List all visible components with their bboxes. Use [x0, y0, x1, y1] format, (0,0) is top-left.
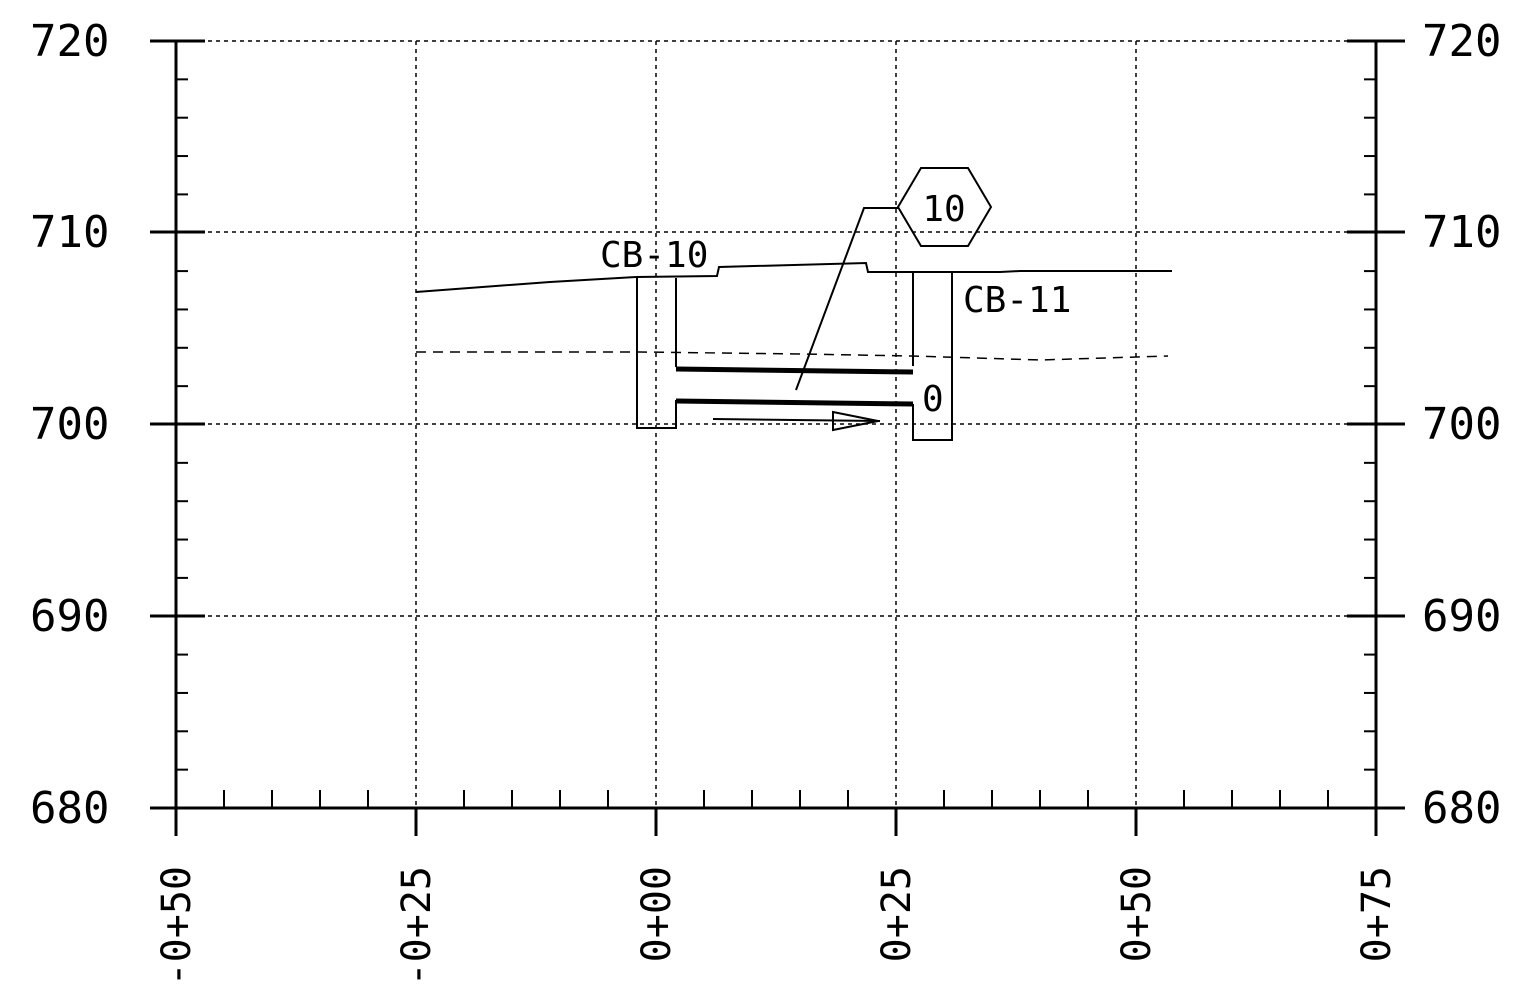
station-label-0-25: 0+25 — [874, 866, 920, 962]
elev-label-690-right: 690 — [1422, 591, 1501, 642]
elev-label-700: 700 — [30, 399, 109, 450]
minor-ticks — [176, 78, 1376, 808]
flow-arrow — [712, 410, 881, 432]
elevation-gridlines — [200, 40, 1350, 617]
pipe-callout-hexagon: 10 — [896, 167, 993, 247]
cb-10-label: CB-10 — [600, 235, 708, 276]
finished-grade-line — [415, 261, 1172, 293]
axis-frame — [150, 39, 1405, 836]
elev-label-690: 690 — [30, 591, 109, 642]
elev-label-680-right: 680 — [1422, 783, 1501, 834]
station-label-m0-25: -0+25 — [394, 866, 440, 986]
elev-label-720: 720 — [30, 16, 109, 67]
existing-ground-line — [416, 351, 1169, 361]
elev-label-710: 710 — [30, 207, 109, 258]
callout-leader-line — [795, 207, 898, 391]
pipe-note-label: 0 — [922, 379, 944, 420]
elev-label-680: 680 — [30, 783, 109, 834]
cb-11-structure — [912, 273, 953, 441]
pipe-callout-number: 10 — [922, 189, 965, 230]
station-label-0-00: 0+00 — [634, 866, 680, 962]
cb-11-label: CB-11 — [963, 280, 1071, 321]
storm-pipe — [675, 366, 914, 407]
station-label-0-75: 0+75 — [1354, 866, 1400, 962]
elev-label-710-right: 710 — [1422, 207, 1501, 258]
elev-label-720-right: 720 — [1422, 16, 1501, 67]
station-labels: -0+50 -0+25 0+00 0+25 0+50 0+75 — [154, 866, 1400, 986]
station-label-m0-50: -0+50 — [154, 866, 200, 986]
station-label-0-50: 0+50 — [1114, 866, 1160, 962]
elevation-labels-left: 720 710 700 690 680 — [30, 16, 109, 834]
elev-label-700-right: 700 — [1422, 399, 1501, 450]
elevation-labels-right: 720 710 700 690 680 — [1422, 16, 1501, 834]
cb-10-structure — [636, 278, 677, 429]
